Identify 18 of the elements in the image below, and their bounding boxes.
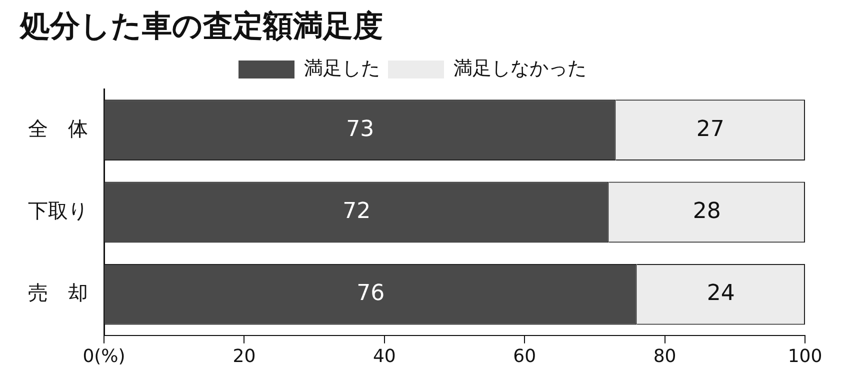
y-tick-label: 下取り [28,198,88,222]
y-tick-label: 売 却 [28,280,88,305]
x-tick-label: 60 [513,346,536,367]
legend-label: 満足した [304,57,380,80]
data-label: 73 [346,116,374,142]
y-tick-label: 全 体 [28,116,88,140]
x-tick-label: 0(%) [82,346,126,367]
data-label: 76 [356,281,385,306]
data-label: 27 [696,116,724,142]
data-label: 28 [692,198,721,224]
legend-label: 満足しなかった [454,57,586,80]
x-tick-label: 80 [653,346,676,367]
data-label: 24 [706,281,735,306]
x-tick-label: 20 [232,346,256,367]
x-tick-label: 100 [788,346,822,367]
x-tick-label: 40 [372,346,396,367]
data-label: 72 [342,198,371,224]
chart-title: 処分した車の査定額満足度 [19,8,383,44]
